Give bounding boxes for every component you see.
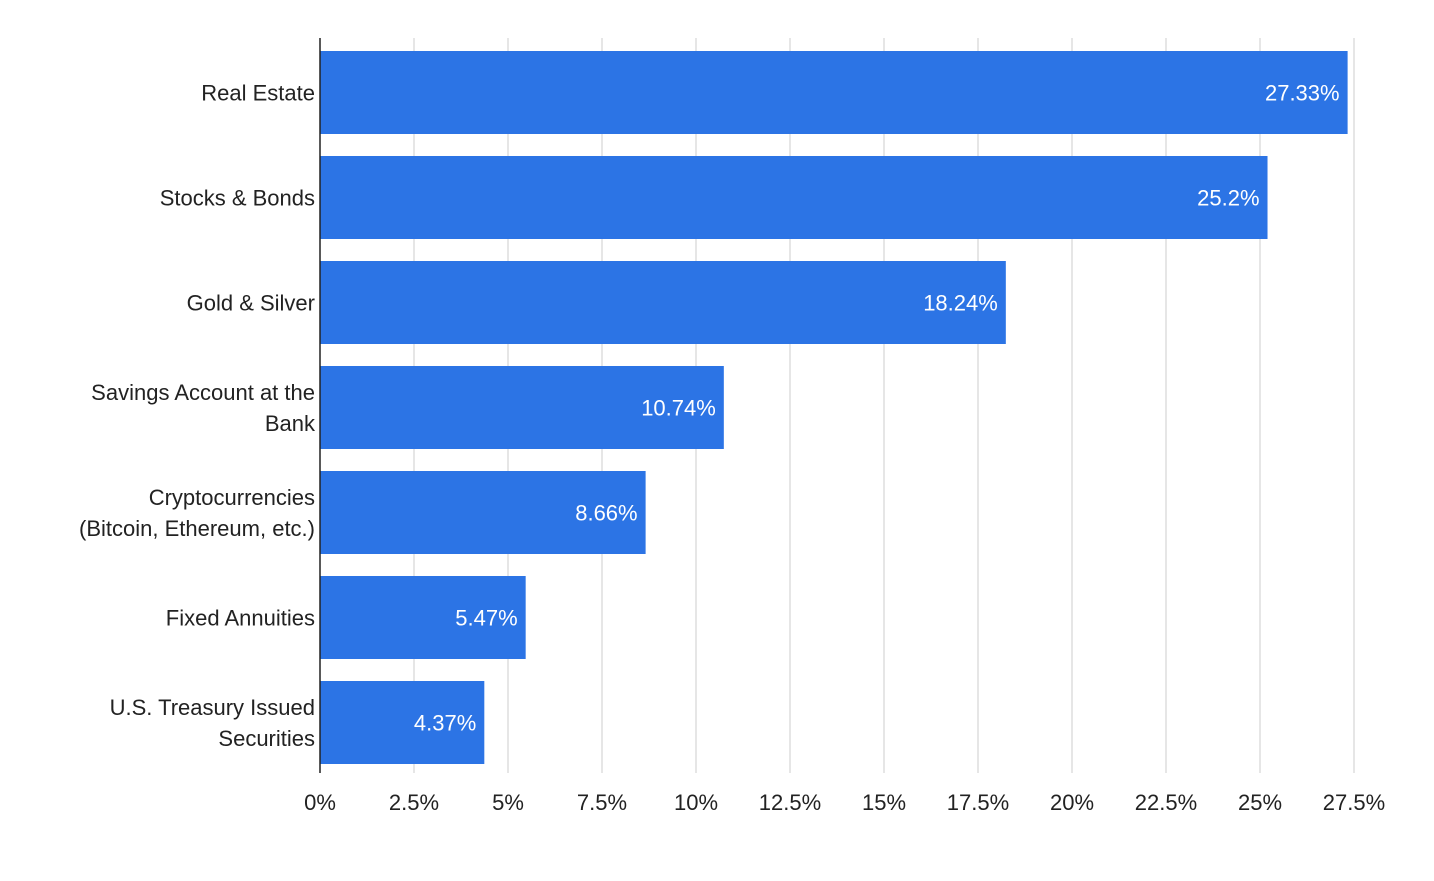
bar	[320, 51, 1348, 134]
bar-value-label: 10.74%	[641, 396, 716, 421]
category-label: Bank	[265, 411, 316, 436]
x-tick-label: 2.5%	[389, 790, 439, 815]
bar	[320, 576, 526, 659]
category-label: Gold & Silver	[187, 291, 315, 316]
bar-value-label: 18.24%	[923, 291, 998, 316]
category-labels: Real Estate Stocks & Bonds Gold & Silver Sa…	[79, 81, 316, 752]
bar-value-label: 5.47%	[455, 606, 517, 631]
bar	[320, 681, 485, 764]
bar	[320, 156, 1268, 239]
category-label: Savings Account at the	[91, 380, 315, 405]
bar-value-label: 25.2%	[1197, 186, 1259, 211]
x-tick-label: 15%	[862, 790, 906, 815]
bar-value-label: 4.37%	[414, 711, 476, 736]
bar	[320, 471, 646, 554]
category-label: Fixed Annuities	[166, 606, 315, 631]
bars	[320, 51, 1348, 764]
x-tick-label: 10%	[674, 790, 718, 815]
x-tick-label: 0%	[304, 790, 336, 815]
bar	[320, 261, 1006, 344]
bar	[320, 366, 724, 449]
bar-value-label: 27.33%	[1265, 81, 1340, 106]
category-label: Securities	[218, 726, 315, 751]
data-labels: 27.33% 25.2% 18.24% 10.74% 8.66% 5.47% 4.37%	[414, 81, 1340, 736]
x-axis-tick-labels: 0% 2.5% 5% 7.5% 10% 12.5% 15% 17.5% 20% 22.5% 25% 2…	[304, 790, 1385, 815]
x-tick-label: 25%	[1238, 790, 1282, 815]
category-label: U.S. Treasury Issued	[110, 695, 315, 720]
x-tick-label: 20%	[1050, 790, 1094, 815]
category-label: (Bitcoin, Ethereum, etc.)	[79, 516, 315, 541]
x-tick-label: 12.5%	[759, 790, 821, 815]
category-label: Cryptocurrencies	[149, 485, 315, 510]
x-tick-label: 5%	[492, 790, 524, 815]
category-label: Real Estate	[201, 81, 315, 106]
x-tick-label: 22.5%	[1135, 790, 1197, 815]
x-tick-label: 17.5%	[947, 790, 1009, 815]
category-label: Stocks & Bonds	[160, 186, 315, 211]
x-tick-label: 7.5%	[577, 790, 627, 815]
bar-value-label: 8.66%	[575, 501, 637, 526]
x-tick-label: 27.5%	[1323, 790, 1385, 815]
